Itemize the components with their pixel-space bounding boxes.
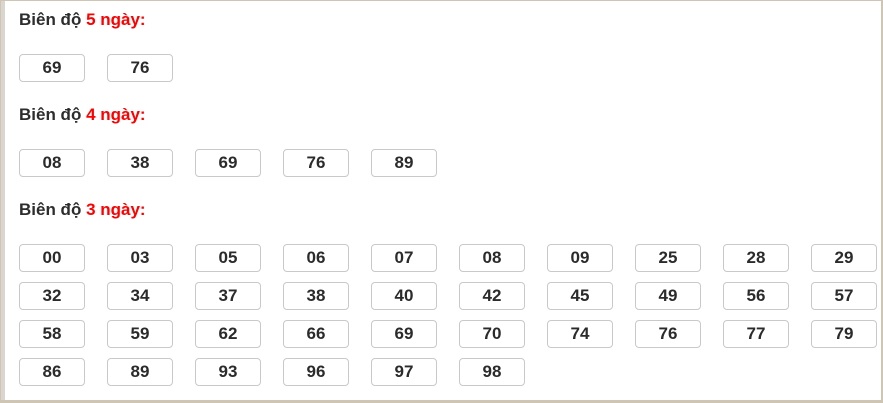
number-box: 76 [635, 320, 701, 348]
heading-prefix: Biên độ [19, 200, 82, 219]
number-box: 34 [107, 282, 173, 310]
number-box: 96 [283, 358, 349, 386]
number-box: 69 [19, 54, 85, 82]
number-box: 03 [107, 244, 173, 272]
number-list: 08 38 69 76 89 [19, 149, 881, 187]
number-box: 97 [371, 358, 437, 386]
number-box: 86 [19, 358, 85, 386]
number-box: 89 [107, 358, 173, 386]
number-box: 56 [723, 282, 789, 310]
number-box: 09 [547, 244, 613, 272]
section-heading: Biên độ 3 ngày: [19, 201, 881, 219]
number-box: 29 [811, 244, 877, 272]
number-box: 06 [283, 244, 349, 272]
number-box: 38 [107, 149, 173, 177]
bien-do-section: Biên độ 3 ngày: 00 03 05 06 07 08 09 25 28 29 32 34… [19, 201, 881, 396]
heading-highlight: 4 ngày: [86, 105, 146, 124]
heading-prefix: Biên độ [19, 10, 82, 29]
number-box: 28 [723, 244, 789, 272]
number-box: 59 [107, 320, 173, 348]
bien-do-section: Biên độ 4 ngày: 08 38 69 76 89 [19, 106, 881, 187]
number-box: 77 [723, 320, 789, 348]
number-box: 58 [19, 320, 85, 348]
number-box: 70 [459, 320, 525, 348]
number-box: 89 [371, 149, 437, 177]
number-box: 69 [195, 149, 261, 177]
section-heading: Biên độ 5 ngày: [19, 11, 881, 29]
heading-highlight: 5 ngày: [86, 10, 146, 29]
number-box: 57 [811, 282, 877, 310]
number-box: 69 [371, 320, 437, 348]
number-box: 62 [195, 320, 261, 348]
number-box: 76 [283, 149, 349, 177]
number-box: 98 [459, 358, 525, 386]
number-box: 40 [371, 282, 437, 310]
bien-do-section: Biên độ 5 ngày: 69 76 [19, 11, 881, 92]
number-list: 00 03 05 06 07 08 09 25 28 29 32 34 37 38 40 42 45 49 56 57… [19, 244, 881, 396]
number-box: 93 [195, 358, 261, 386]
number-box: 05 [195, 244, 261, 272]
number-box: 38 [283, 282, 349, 310]
number-box: 37 [195, 282, 261, 310]
number-box: 08 [459, 244, 525, 272]
number-box: 32 [19, 282, 85, 310]
number-list: 69 76 [19, 54, 881, 92]
number-box: 74 [547, 320, 613, 348]
section-heading: Biên độ 4 ngày: [19, 106, 881, 124]
number-box: 42 [459, 282, 525, 310]
number-box: 49 [635, 282, 701, 310]
number-box: 76 [107, 54, 173, 82]
number-box: 00 [19, 244, 85, 272]
number-box: 79 [811, 320, 877, 348]
heading-prefix: Biên độ [19, 105, 82, 124]
number-box: 25 [635, 244, 701, 272]
number-box: 07 [371, 244, 437, 272]
number-box: 08 [19, 149, 85, 177]
heading-highlight: 3 ngày: [86, 200, 146, 219]
number-box: 66 [283, 320, 349, 348]
left-gutter-divider [1, 1, 5, 400]
number-box: 45 [547, 282, 613, 310]
bien-do-sections: Biên độ 5 ngày: 69 76 Biên độ 4 ngày: 08 3… [1, 1, 881, 396]
